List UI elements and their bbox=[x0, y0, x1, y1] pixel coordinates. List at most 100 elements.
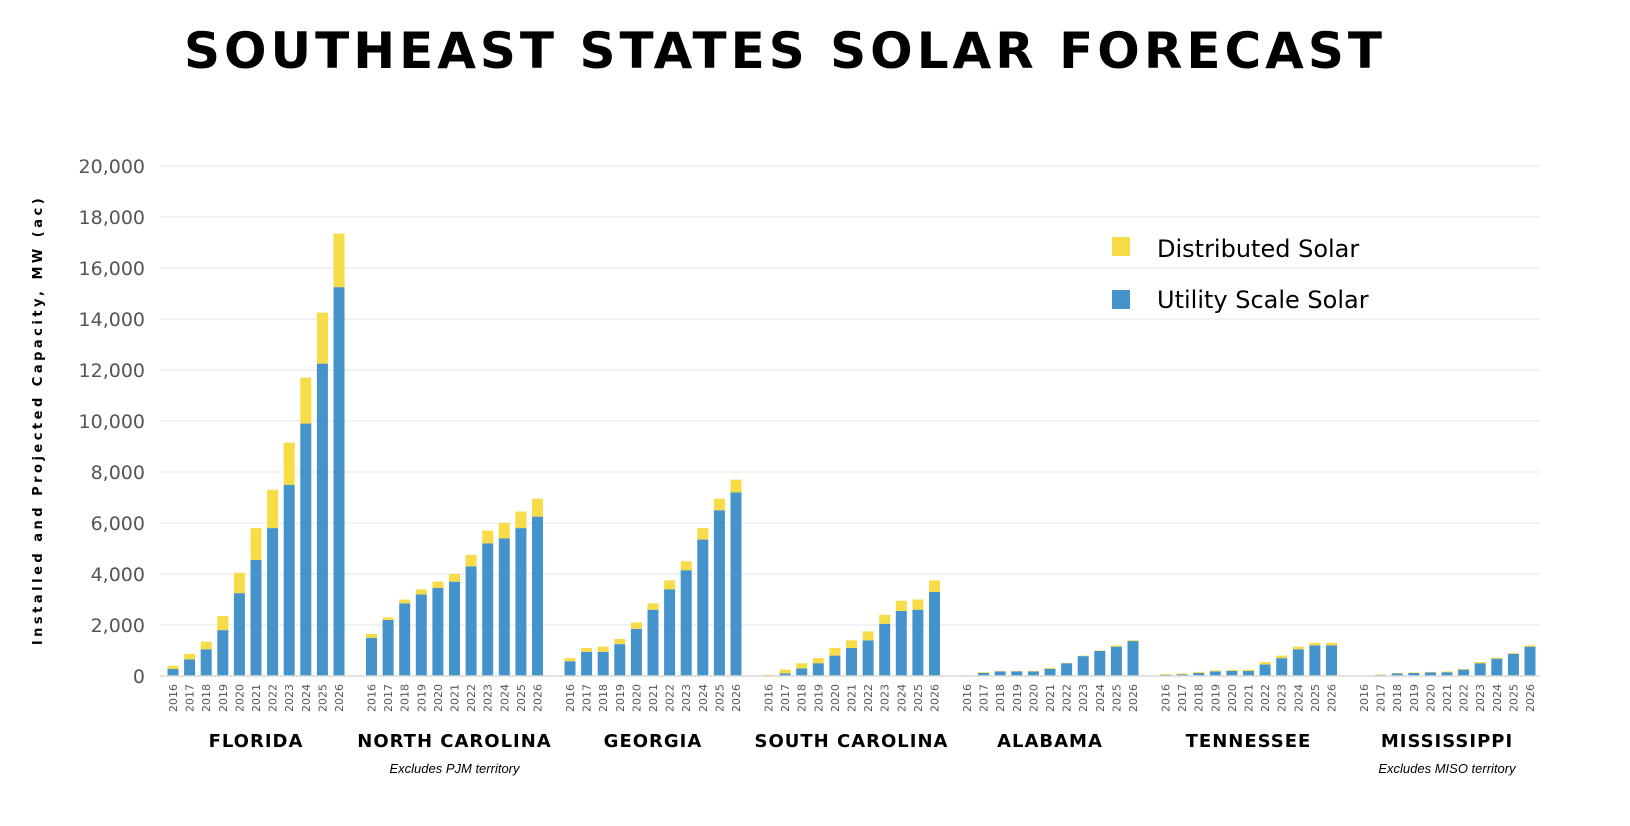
bar-distributed-north-carolina-2017 bbox=[383, 617, 394, 620]
bar-distributed-georgia-2024 bbox=[697, 528, 708, 539]
bar-distributed-georgia-2025 bbox=[714, 499, 725, 510]
bar-utility-florida-2016 bbox=[168, 669, 179, 676]
x-tick-label: 2020 bbox=[1027, 684, 1040, 712]
bar-distributed-north-carolina-2023 bbox=[482, 531, 493, 544]
bar-distributed-south-carolina-2024 bbox=[896, 601, 907, 611]
bar-utility-georgia-2024 bbox=[697, 540, 708, 676]
bar-distributed-north-carolina-2022 bbox=[466, 555, 477, 566]
bar-distributed-florida-2025 bbox=[317, 313, 328, 364]
x-tick-label: 2018 bbox=[1391, 684, 1404, 712]
x-tick-label: 2017 bbox=[1375, 684, 1388, 712]
bar-utility-florida-2019 bbox=[217, 630, 228, 676]
bar-distributed-mississippi-2026 bbox=[1525, 645, 1536, 646]
bar-utility-north-carolina-2023 bbox=[482, 543, 493, 676]
bar-utility-south-carolina-2026 bbox=[929, 592, 940, 676]
bar-utility-tennessee-2021 bbox=[1243, 671, 1254, 676]
x-tick-label: 2022 bbox=[1061, 684, 1074, 712]
x-tick-label: 2026 bbox=[333, 684, 346, 712]
bar-utility-mississippi-2026 bbox=[1525, 647, 1536, 676]
x-tick-label: 2024 bbox=[498, 684, 511, 712]
y-tick-label: 10,000 bbox=[79, 411, 145, 433]
x-tick-label: 2019 bbox=[1011, 684, 1024, 712]
bar-distributed-mississippi-2019 bbox=[1408, 672, 1419, 673]
bar-distributed-tennessee-2019 bbox=[1210, 670, 1221, 671]
x-tick-label: 2026 bbox=[730, 684, 743, 712]
bar-distributed-tennessee-2022 bbox=[1260, 662, 1271, 665]
bar-distributed-alabama-2023 bbox=[1078, 656, 1089, 657]
bar-utility-south-carolina-2021 bbox=[846, 648, 857, 676]
bar-utility-south-carolina-2025 bbox=[912, 610, 923, 676]
bar-utility-georgia-2018 bbox=[598, 652, 609, 676]
bar-utility-north-carolina-2026 bbox=[532, 517, 543, 676]
x-tick-label: 2016 bbox=[167, 684, 180, 712]
x-tick-label: 2019 bbox=[614, 684, 627, 712]
bar-distributed-georgia-2017 bbox=[581, 648, 592, 652]
x-tick-label: 2023 bbox=[1077, 684, 1090, 712]
bar-utility-tennessee-2020 bbox=[1226, 671, 1237, 676]
x-tick-label: 2024 bbox=[300, 684, 313, 712]
bar-utility-north-carolina-2018 bbox=[399, 603, 410, 676]
bar-distributed-tennessee-2021 bbox=[1243, 670, 1254, 671]
bar-distributed-georgia-2023 bbox=[681, 561, 692, 570]
y-tick-label: 14,000 bbox=[79, 309, 145, 331]
bar-utility-georgia-2023 bbox=[681, 570, 692, 676]
x-tick-label: 2018 bbox=[597, 684, 610, 712]
legend-swatch-utility bbox=[1112, 290, 1130, 309]
bar-utility-north-carolina-2025 bbox=[515, 528, 526, 676]
bar-distributed-north-carolina-2021 bbox=[449, 574, 460, 582]
x-tick-label: 2018 bbox=[399, 684, 412, 712]
bar-distributed-north-carolina-2018 bbox=[399, 600, 410, 604]
x-tick-label: 2016 bbox=[564, 684, 577, 712]
x-tick-label: 2021 bbox=[846, 684, 859, 712]
x-tick-label: 2021 bbox=[647, 684, 660, 712]
bar-utility-georgia-2025 bbox=[714, 510, 725, 676]
y-tick-label: 16,000 bbox=[79, 258, 145, 280]
bar-distributed-georgia-2026 bbox=[731, 480, 742, 493]
bar-distributed-north-carolina-2026 bbox=[532, 499, 543, 517]
bar-distributed-south-carolina-2023 bbox=[879, 615, 890, 624]
bar-distributed-north-carolina-2020 bbox=[432, 582, 443, 588]
x-tick-label: 2017 bbox=[184, 684, 197, 712]
x-tick-label: 2025 bbox=[912, 684, 925, 712]
x-tick-label: 2019 bbox=[1209, 684, 1222, 712]
x-tick-label: 2026 bbox=[532, 684, 545, 712]
bar-distributed-mississippi-2018 bbox=[1392, 673, 1403, 674]
bar-utility-alabama-2023 bbox=[1078, 656, 1089, 676]
x-tick-label: 2017 bbox=[779, 684, 792, 712]
bar-utility-alabama-2021 bbox=[1045, 669, 1056, 676]
bar-utility-alabama-2022 bbox=[1061, 663, 1072, 676]
bar-distributed-south-carolina-2022 bbox=[863, 631, 874, 640]
bar-utility-florida-2018 bbox=[201, 649, 212, 676]
bar-distributed-mississippi-2020 bbox=[1425, 672, 1436, 673]
x-tick-label: 2023 bbox=[879, 684, 892, 712]
x-tick-label: 2022 bbox=[465, 684, 478, 712]
y-tick-label: 18,000 bbox=[79, 207, 145, 229]
bar-utility-georgia-2022 bbox=[664, 589, 675, 676]
bar-distributed-georgia-2016 bbox=[565, 658, 576, 661]
bar-distributed-alabama-2022 bbox=[1061, 663, 1072, 664]
x-tick-label: 2024 bbox=[895, 684, 908, 712]
bar-utility-florida-2022 bbox=[267, 528, 278, 676]
bar-distributed-georgia-2019 bbox=[614, 639, 625, 644]
y-axis-label: Installed and Projected Capacity, MW (ac… bbox=[31, 195, 46, 645]
x-tick-label: 2019 bbox=[1408, 684, 1421, 712]
bar-utility-south-carolina-2023 bbox=[879, 624, 890, 676]
bar-distributed-mississippi-2017 bbox=[1375, 674, 1386, 675]
bar-utility-north-carolina-2024 bbox=[499, 538, 510, 676]
x-tick-label: 2023 bbox=[680, 684, 693, 712]
bar-utility-georgia-2026 bbox=[731, 492, 742, 676]
bar-distributed-alabama-2026 bbox=[1128, 640, 1139, 641]
bar-distributed-georgia-2022 bbox=[664, 580, 675, 589]
bar-distributed-north-carolina-2025 bbox=[515, 512, 526, 529]
legend-label-distributed: Distributed Solar bbox=[1157, 235, 1359, 263]
y-tick-label: 4,000 bbox=[91, 564, 145, 586]
bar-distributed-south-carolina-2021 bbox=[846, 640, 857, 648]
x-tick-label: 2021 bbox=[1243, 684, 1256, 712]
chart-title: SOUTHEAST STATES SOLAR FORECAST bbox=[184, 22, 1386, 80]
bar-utility-south-carolina-2022 bbox=[863, 640, 874, 676]
y-tick-labels: 02,0004,0006,0008,00010,00012,00014,0001… bbox=[79, 156, 145, 688]
bar-utility-tennessee-2025 bbox=[1309, 645, 1320, 676]
x-tick-label: 2020 bbox=[432, 684, 445, 712]
x-tick-label: 2016 bbox=[1358, 684, 1371, 712]
